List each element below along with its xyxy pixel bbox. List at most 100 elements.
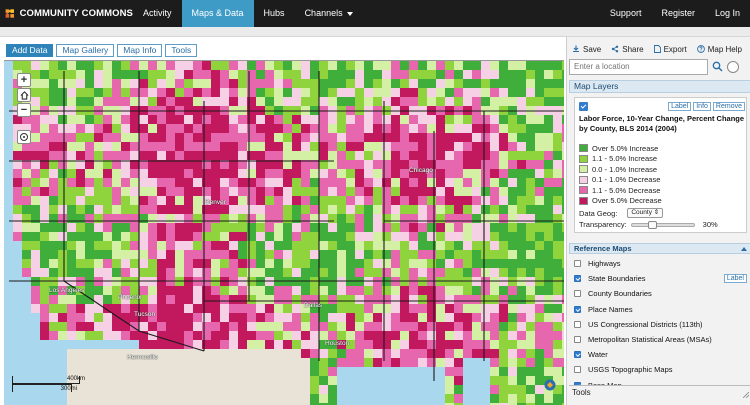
county-cell (418, 385, 428, 395)
reference-label-button[interactable]: Label (723, 274, 747, 284)
locate-button[interactable] (17, 130, 31, 144)
nav-login[interactable]: Log In (714, 8, 740, 18)
county-cell (121, 70, 131, 80)
brand[interactable]: COMMUNITY COMMONS (0, 0, 133, 27)
county-cell (247, 349, 257, 359)
tab-tools[interactable]: Tools (165, 44, 198, 57)
options-button[interactable] (727, 60, 739, 73)
search-input[interactable] (569, 58, 708, 75)
transparency-slider[interactable] (630, 220, 695, 229)
data-geog-select[interactable]: County ⇕ (627, 208, 664, 218)
county-cell (445, 250, 455, 260)
county-cell (49, 403, 59, 405)
reference-map-checkbox[interactable] (574, 305, 581, 313)
county-cell (247, 250, 257, 260)
county-cell (553, 97, 563, 107)
county-cell (517, 214, 527, 224)
share-button[interactable]: Share (611, 42, 644, 56)
reference-map-checkbox[interactable] (574, 290, 581, 298)
reference-map-checkbox[interactable] (574, 351, 581, 359)
help-button[interactable]: Map Help (696, 42, 742, 56)
nav-channels[interactable]: Channels (295, 0, 363, 27)
layer-visible-checkbox[interactable] (579, 102, 588, 111)
tools-footer[interactable]: Tools (569, 385, 750, 399)
county-cell (310, 403, 320, 405)
county-cell (319, 178, 329, 188)
county-cell (508, 115, 518, 125)
export-button[interactable]: Export (653, 42, 687, 56)
county-cell (274, 259, 284, 269)
zoom-in-button[interactable]: + (17, 73, 31, 87)
county-cell (283, 178, 293, 188)
county-cell (67, 403, 77, 405)
county-cell (373, 169, 383, 179)
county-cell (499, 331, 509, 341)
reference-map-checkbox[interactable] (574, 260, 581, 268)
map-canvas[interactable]: + − Los Angeles Phoenix Tucson Dallas Ho… (4, 60, 564, 405)
layer-label-button[interactable]: Label (668, 102, 692, 111)
zoom-out-button[interactable]: − (17, 103, 31, 117)
county-cell (112, 115, 122, 125)
county-cell (40, 223, 50, 233)
county-cell (13, 304, 23, 314)
county-cell (292, 394, 302, 404)
map-layers-header[interactable]: Map Layers (569, 80, 750, 93)
nav-hubs[interactable]: Hubs (263, 8, 285, 18)
county-cell (409, 295, 419, 305)
county-cell (535, 385, 545, 395)
county-cell (220, 313, 230, 323)
county-cell (265, 142, 275, 152)
county-cell (292, 367, 302, 377)
county-cell (238, 223, 248, 233)
county-cell (175, 214, 185, 224)
search-icon[interactable] (712, 61, 723, 72)
reference-map-checkbox[interactable] (574, 336, 581, 344)
county-cell (319, 97, 329, 107)
county-cell (67, 259, 77, 269)
county-cell (481, 367, 491, 377)
county-cell (445, 313, 455, 323)
county-cell (526, 394, 536, 404)
county-cell (364, 322, 374, 332)
nav-register[interactable]: Register (661, 8, 695, 18)
reference-map-item[interactable]: Water (574, 347, 749, 362)
county-cell (553, 331, 563, 341)
county-cell (301, 124, 311, 134)
nav-maps-data[interactable]: Maps & Data (181, 0, 254, 27)
home-button[interactable] (17, 88, 31, 102)
tab-map-info[interactable]: Map Info (117, 44, 163, 57)
tab-map-gallery[interactable]: Map Gallery (56, 44, 115, 57)
layer-info-button[interactable]: Info (693, 102, 711, 111)
tab-add-data[interactable]: Add Data (6, 44, 54, 57)
county-cell (553, 205, 563, 215)
reference-map-item[interactable]: Place Names (574, 302, 749, 317)
nav-activity[interactable]: Activity (143, 8, 172, 18)
county-cell (166, 322, 176, 332)
county-cell (499, 313, 509, 323)
reference-map-checkbox[interactable] (574, 275, 581, 283)
county-cell (436, 286, 446, 296)
county-cell (463, 331, 473, 341)
county-cell (67, 304, 77, 314)
reference-map-checkbox[interactable] (574, 366, 581, 374)
county-cell (238, 169, 248, 179)
nav-support[interactable]: Support (609, 8, 642, 18)
slider-handle[interactable] (648, 220, 658, 229)
layer-remove-button[interactable]: Remove (712, 102, 745, 111)
reference-map-item[interactable]: County Boundaries (574, 286, 749, 301)
county-cell (373, 151, 383, 161)
reference-map-item[interactable]: US Congressional Districts (113th) (574, 317, 749, 332)
reference-maps-header[interactable]: Reference Maps (569, 243, 750, 254)
reference-map-checkbox[interactable] (574, 320, 581, 328)
county-cell (427, 169, 437, 179)
reference-map-item[interactable]: State Boundaries Label (574, 271, 749, 286)
reference-map-item[interactable]: Metropolitan Statistical Areas (MSAs) (574, 332, 749, 347)
county-cell (454, 340, 464, 350)
reference-map-item[interactable]: Highways (574, 256, 749, 271)
county-cell (445, 133, 455, 143)
resize-handle-icon[interactable] (743, 392, 749, 398)
county-cell (184, 187, 194, 197)
county-cell (85, 169, 95, 179)
save-button[interactable]: Save (572, 42, 601, 56)
reference-map-item[interactable]: USGS Topographic Maps (574, 362, 749, 377)
